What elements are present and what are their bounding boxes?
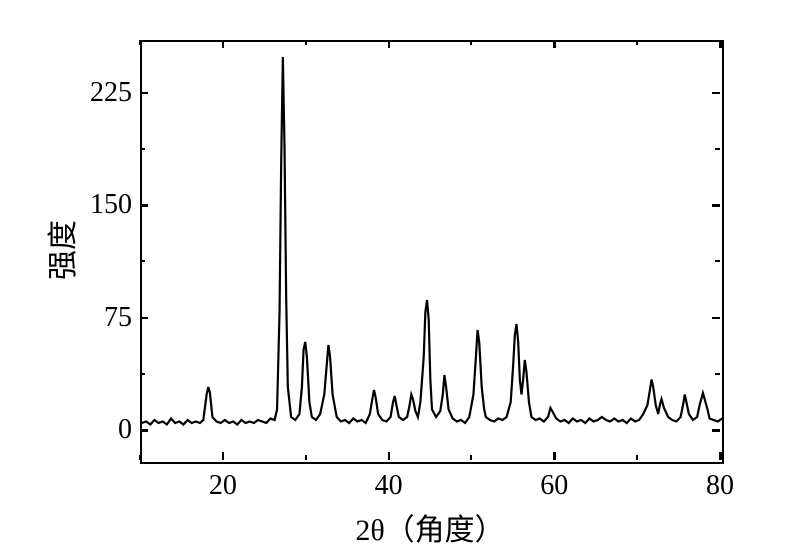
y-tick (712, 204, 720, 207)
x-tick (553, 452, 556, 460)
y-tick-label: 0 (118, 414, 132, 446)
y-minor-tick (715, 260, 720, 262)
x-minor-tick (636, 455, 638, 460)
x-tick-label: 40 (375, 470, 403, 502)
xrd-pattern-line (142, 42, 722, 462)
x-tick-label: 80 (706, 470, 734, 502)
y-axis-label: 强度 (38, 220, 82, 280)
x-axis-label: 2θ（角度） (355, 505, 504, 549)
xrd-chart-container: 强度 2θ（角度） 0 75 150 225 20 40 60 80 (0, 0, 800, 557)
x-minor-tick (305, 40, 307, 45)
x-tick-label: 20 (209, 470, 237, 502)
x-tick-label: 60 (540, 470, 568, 502)
x-minor-tick (139, 455, 141, 460)
y-tick-label: 225 (90, 77, 132, 109)
x-tick (719, 40, 722, 48)
y-tick (140, 429, 148, 432)
x-tick (719, 452, 722, 460)
y-tick (140, 204, 148, 207)
y-tick (712, 429, 720, 432)
y-tick (140, 317, 148, 320)
y-tick (140, 92, 148, 95)
y-tick-label: 150 (90, 189, 132, 221)
y-tick (712, 317, 720, 320)
x-tick (388, 40, 391, 48)
plot-area (140, 40, 724, 464)
x-tick (388, 452, 391, 460)
y-tick (712, 92, 720, 95)
x-tick (553, 40, 556, 48)
x-minor-tick (636, 40, 638, 45)
y-tick-label: 75 (104, 302, 132, 334)
y-minor-tick (715, 373, 720, 375)
y-minor-tick (140, 373, 145, 375)
x-minor-tick (470, 40, 472, 45)
x-minor-tick (139, 40, 141, 45)
y-minor-tick (140, 148, 145, 150)
x-minor-tick (305, 455, 307, 460)
x-minor-tick (470, 455, 472, 460)
x-tick (222, 452, 225, 460)
y-minor-tick (140, 260, 145, 262)
y-minor-tick (715, 148, 720, 150)
x-tick (222, 40, 225, 48)
